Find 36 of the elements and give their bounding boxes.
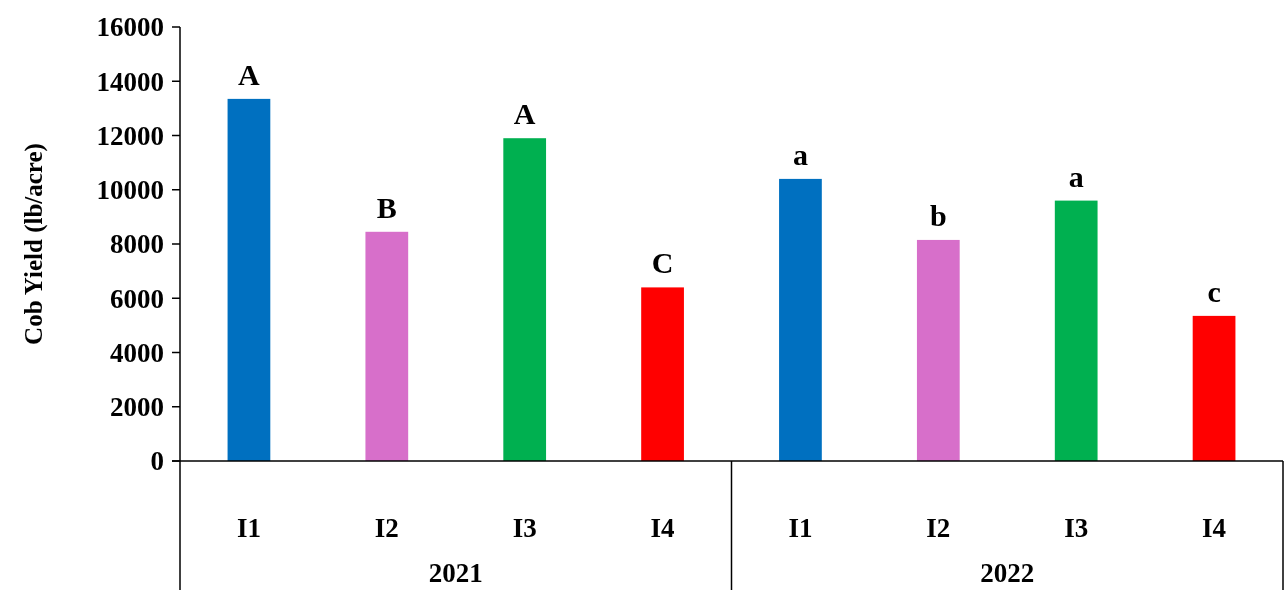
x-tick-label: I3 xyxy=(512,513,537,543)
y-axis-title: Cob Yield (lb/acre) xyxy=(20,143,48,345)
x-tick-label: I4 xyxy=(1202,513,1227,543)
data-label: c xyxy=(1207,274,1221,308)
x-tick-label: I4 xyxy=(650,513,675,543)
data-label: A xyxy=(238,57,261,91)
y-tick-label: 2000 xyxy=(110,392,164,423)
bar xyxy=(779,178,822,461)
data-label: a xyxy=(1068,159,1084,193)
text: 2022 xyxy=(980,558,1035,588)
data-label: C xyxy=(651,246,674,280)
data-label: A xyxy=(513,97,536,131)
y-tick-label: 8000 xyxy=(110,229,164,260)
y-tick-label: 10000 xyxy=(96,175,164,206)
x-tick-label: I1 xyxy=(788,513,813,543)
y-tick-label: 14000 xyxy=(96,66,164,97)
bar xyxy=(1192,315,1236,461)
bar xyxy=(227,98,271,461)
text: 2021 xyxy=(428,558,483,588)
y-tick-label: 16000 xyxy=(96,12,164,43)
data-label: b xyxy=(929,198,947,232)
bar xyxy=(1054,200,1098,461)
y-tick-label: 6000 xyxy=(110,283,164,314)
bar xyxy=(916,239,960,461)
data-label: B xyxy=(376,190,397,224)
y-tick-label: 12000 xyxy=(96,120,164,151)
x-tick-label: I1 xyxy=(236,513,261,543)
y-tick-label: 0 xyxy=(150,446,164,477)
bar xyxy=(641,287,684,461)
bar xyxy=(365,231,409,461)
y-tick-label: 4000 xyxy=(110,337,164,368)
x-tick-label: I3 xyxy=(1064,513,1089,543)
x-tick-label: I2 xyxy=(926,513,951,543)
x-tick-label: I2 xyxy=(374,513,399,543)
bar xyxy=(503,138,547,461)
data-label: a xyxy=(792,137,808,171)
